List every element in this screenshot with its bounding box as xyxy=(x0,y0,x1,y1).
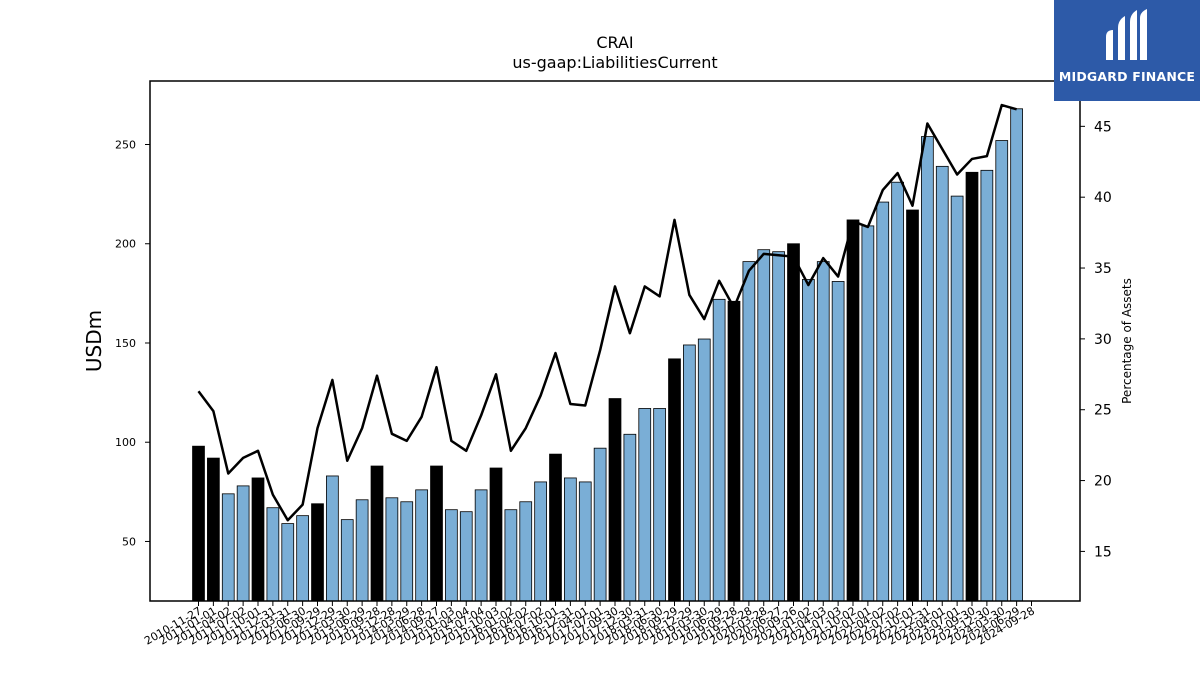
y2-tick-label: 35 xyxy=(1094,261,1112,277)
bar-quarter xyxy=(697,338,711,602)
y2-tick-label: 25 xyxy=(1094,403,1112,419)
bar-quarter xyxy=(266,507,280,602)
logo-text: MIDGARD FINANCE xyxy=(1058,69,1196,84)
bar-annual xyxy=(727,300,741,602)
bar-quarter xyxy=(935,165,949,602)
bar-quarter xyxy=(459,511,473,602)
bar-quarter xyxy=(921,136,934,602)
bar-annual xyxy=(906,209,919,602)
chart-subtitle: us-gaap:LiabilitiesCurrent xyxy=(512,53,717,72)
bar-quarter xyxy=(772,251,785,602)
bar-annual xyxy=(370,465,384,602)
bar-quarter xyxy=(355,499,369,602)
bar-quarter xyxy=(340,519,354,602)
bar-annual xyxy=(846,219,860,602)
bar-quarter xyxy=(816,261,830,602)
bar-quarter xyxy=(504,509,518,602)
chart-title: CRAI xyxy=(596,33,633,52)
y-tick-label: 50 xyxy=(122,535,136,548)
bar-quarter xyxy=(326,475,339,602)
y-tick-label: 200 xyxy=(115,238,136,251)
bar-quarter xyxy=(519,501,533,602)
bar-annual xyxy=(668,358,681,602)
y2-tick-label: 30 xyxy=(1094,332,1112,348)
y-axis-label: USDm xyxy=(82,310,106,372)
y2-tick-label: 15 xyxy=(1094,544,1112,560)
y2-axis-label: Percentage of Assets xyxy=(1120,278,1134,404)
y-tick-label: 100 xyxy=(115,436,136,449)
bar-quarter xyxy=(1010,108,1023,602)
bar-quarter xyxy=(221,493,235,602)
bar-quarter xyxy=(683,344,696,602)
bar-quarter xyxy=(534,481,547,602)
bar-quarter xyxy=(415,489,428,602)
bar-quarter xyxy=(712,298,726,602)
bar-annual xyxy=(608,398,622,602)
bar-annual xyxy=(207,457,220,602)
bar-annual xyxy=(549,453,562,602)
line-group xyxy=(197,103,1017,522)
bar-quarter xyxy=(995,140,1009,602)
y2-tick-label: 40 xyxy=(1094,190,1112,206)
bar-annual xyxy=(192,445,205,602)
bar-quarter xyxy=(564,477,577,602)
bar-annual xyxy=(965,171,979,602)
bar-quarter xyxy=(638,408,652,602)
percentage-line xyxy=(197,103,1017,522)
y2-tick-label: 20 xyxy=(1094,474,1112,490)
bar-quarter xyxy=(400,501,414,602)
y-tick-label: 150 xyxy=(115,337,136,350)
bar-quarter xyxy=(742,261,756,602)
y-tick-label: 250 xyxy=(115,139,136,152)
bar-annual xyxy=(430,465,443,602)
bar-quarter xyxy=(593,447,607,602)
bar-quarter xyxy=(623,433,637,602)
plot-frame xyxy=(149,80,1081,602)
bar-quarter xyxy=(876,201,890,602)
bar-quarter xyxy=(980,169,994,602)
bar-quarter xyxy=(891,181,904,602)
bar-quarter xyxy=(757,249,771,602)
bar-annual xyxy=(787,243,800,602)
bar-annual xyxy=(489,467,503,602)
bars-group xyxy=(192,108,1023,602)
axes-group: 50100150200250152025303540452010-11-2720… xyxy=(115,119,1112,647)
bar-quarter xyxy=(236,485,250,602)
bar-quarter xyxy=(385,497,399,602)
bar-quarter xyxy=(802,279,815,602)
bar-annual xyxy=(251,477,265,602)
bar-quarter xyxy=(296,515,309,602)
midgard-logo-icon xyxy=(1106,9,1147,60)
bar-quarter xyxy=(950,195,964,602)
bar-quarter xyxy=(474,489,488,602)
bar-quarter xyxy=(578,481,592,602)
bar-quarter xyxy=(281,523,295,602)
bar-quarter xyxy=(445,509,458,602)
y2-tick-label: 45 xyxy=(1094,119,1112,135)
bar-annual xyxy=(311,503,324,602)
midgard-finance-logo: MIDGARD FINANCE xyxy=(1054,0,1200,101)
bar-quarter xyxy=(861,225,875,602)
bar-quarter xyxy=(831,281,845,602)
bar-quarter xyxy=(653,408,666,602)
